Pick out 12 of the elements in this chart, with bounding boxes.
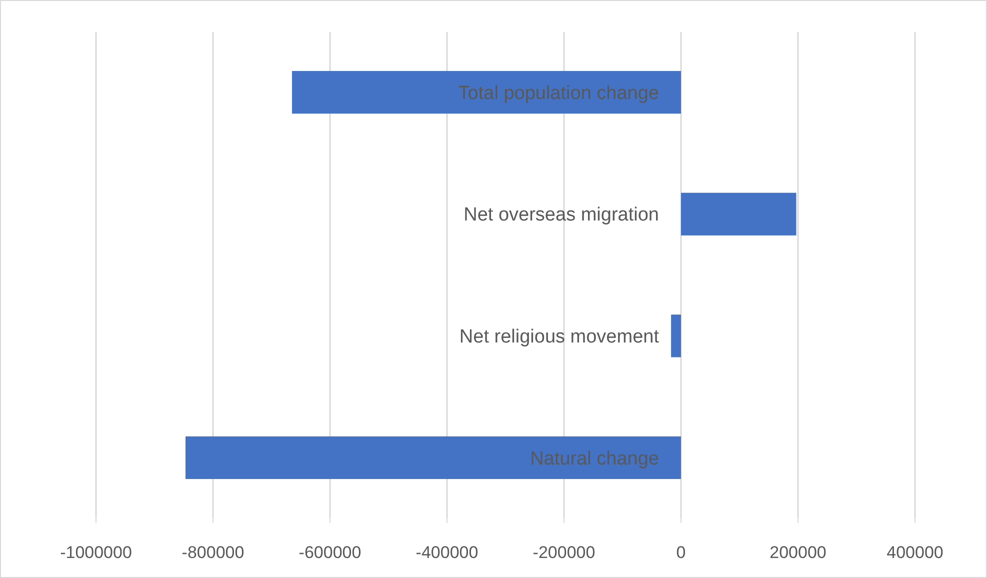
x-tick-label: 0 [676,543,686,562]
x-tick-label: -1000000 [60,543,132,562]
y-tick-label: Natural change [530,448,659,470]
x-tick-label: -600000 [298,543,362,562]
x-tick-label: -800000 [182,543,244,562]
y-tick-label: Net overseas migration [464,204,659,226]
x-tick-label: 400000 [886,543,944,562]
y-tick-label: Total population change [458,82,659,104]
x-tick-label: -200000 [532,543,596,562]
y-tick-label: Net religious movement [459,326,660,348]
x-tick-label: 200000 [770,543,826,562]
x-tick-label: -400000 [416,543,478,562]
